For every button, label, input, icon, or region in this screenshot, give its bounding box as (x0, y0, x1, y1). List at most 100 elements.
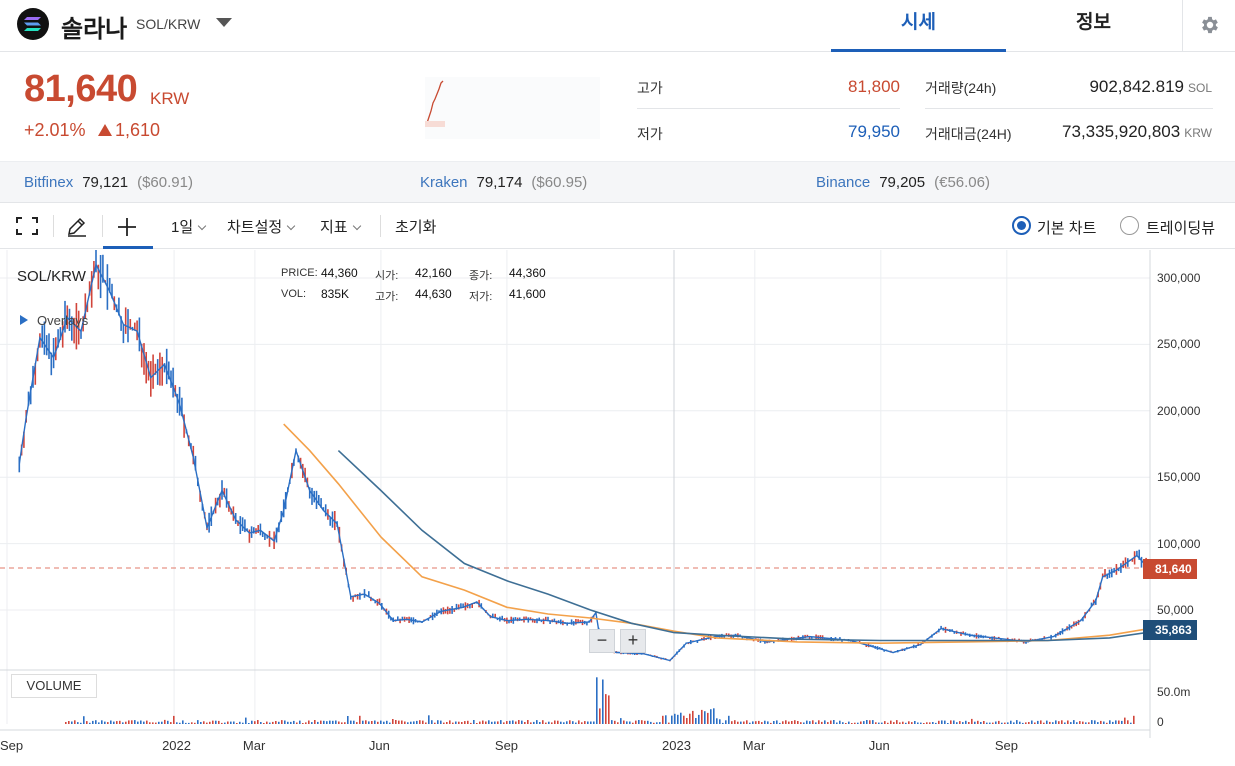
volume-bar (881, 722, 883, 724)
basic-chart-radio[interactable] (1012, 216, 1031, 235)
volume-bar (347, 716, 349, 724)
price-chart[interactable] (0, 250, 1235, 766)
volume-bar (911, 722, 913, 724)
exchange-kraken[interactable]: Kraken 79,174 ($60.95) (420, 174, 588, 191)
indicators-menu[interactable]: 지표 (320, 216, 361, 237)
volume-bar (161, 721, 163, 724)
volume-bar (722, 722, 724, 724)
y-tick-label: 250,000 (1157, 337, 1201, 352)
volume-bar (251, 720, 253, 724)
volume-bar (902, 721, 904, 724)
volume-bar (752, 721, 754, 724)
volume-bar (968, 722, 970, 724)
volume-bar (974, 721, 976, 724)
toolbar-divider (380, 215, 381, 237)
volume-bar (431, 720, 433, 724)
ma-line-orange (283, 423, 1173, 645)
volume-bar (734, 720, 736, 724)
volume-bar (788, 721, 790, 724)
volume-bar (416, 720, 418, 724)
volume-bar (248, 723, 250, 724)
volume-bar (695, 718, 697, 724)
volume-bar (179, 722, 181, 724)
fullscreen-button[interactable] (16, 203, 40, 249)
exchange-binance[interactable]: Binance 79,205 (€56.06) (816, 174, 990, 191)
settings-button[interactable] (1182, 0, 1235, 52)
exchange-bitfinex[interactable]: Bitfinex 79,121 ($60.91) (24, 174, 193, 191)
volume-bar (1052, 722, 1054, 724)
reset-button[interactable]: 초기화 (395, 219, 437, 236)
volume-bar (536, 720, 538, 724)
volume-bar (620, 718, 622, 724)
volume-bar (1121, 720, 1123, 724)
volume-bar (137, 721, 139, 724)
volume-bar (350, 720, 352, 724)
volume-bar (896, 720, 898, 724)
volume-bar (506, 721, 508, 724)
plot-background (0, 250, 1150, 738)
volume-label: VOLUME (11, 674, 97, 698)
volume-value: 902,842.819 SOL (1089, 77, 1212, 96)
volume-bar (512, 720, 514, 724)
price-unit: KRW (150, 89, 190, 108)
coin-dropdown-chevron-icon[interactable] (216, 18, 232, 27)
volume-bar (86, 721, 88, 724)
volume-bar (731, 721, 733, 724)
volume-bar (635, 720, 637, 724)
volume-bar (869, 720, 871, 724)
volume-bar (356, 722, 358, 724)
volume-bar (818, 720, 820, 724)
volume-bar (392, 719, 394, 724)
zoom-out-button[interactable]: − (589, 629, 615, 653)
y-tick-label: 150,000 (1157, 470, 1201, 485)
volume-bar (611, 720, 613, 724)
volume-bar (755, 721, 757, 724)
volume-bar (452, 722, 454, 724)
volume-bar (296, 722, 298, 724)
volume-bar (125, 721, 127, 724)
info-high-key: 고가: (375, 291, 399, 303)
volume-bar (74, 720, 76, 724)
volume-bar (632, 722, 634, 724)
volume-bar (410, 721, 412, 724)
zoom-in-button[interactable]: + (620, 629, 646, 653)
volume-bar (1016, 720, 1018, 724)
tradingview-label[interactable]: 트레이딩뷰 (1146, 220, 1216, 237)
interval-select[interactable]: 1일 (171, 216, 207, 237)
volume-bar (740, 721, 742, 724)
overlays-toggle[interactable]: Overlays (37, 313, 89, 328)
volume-bar (785, 720, 787, 724)
volume-bar (329, 720, 331, 724)
volume-bar (1100, 720, 1102, 724)
crosshair-icon (118, 218, 136, 236)
volume-bar (188, 722, 190, 724)
volume-bar (776, 720, 778, 724)
volume-bar (698, 714, 700, 724)
volume-bar (845, 723, 847, 724)
info-open-value: 42,160 (415, 266, 452, 280)
basic-chart-label[interactable]: 기본 차트 (1037, 220, 1097, 237)
volume-bar (497, 721, 499, 724)
volume-bar (386, 720, 388, 724)
volume-bar (626, 721, 628, 724)
chart-settings-menu[interactable]: 차트설정 (227, 216, 296, 237)
volume-bar (842, 722, 844, 724)
volume-bar (434, 722, 436, 724)
volume-bar (194, 722, 196, 724)
volume-bar (302, 723, 304, 724)
volume-bar (290, 721, 292, 724)
volume-bar (701, 709, 703, 724)
volume-bar (944, 720, 946, 724)
mini-sparkline (425, 77, 600, 139)
volume-bar (1133, 715, 1135, 724)
draw-button[interactable] (66, 203, 90, 249)
tab-info[interactable]: 정보 (1076, 12, 1111, 33)
pencil-icon (68, 217, 86, 237)
volume-bar (95, 720, 97, 724)
volume-bar (950, 720, 952, 724)
overlays-toggle-icon[interactable] (20, 315, 28, 325)
tradingview-radio[interactable] (1120, 216, 1139, 235)
crosshair-button[interactable] (116, 203, 140, 249)
tab-price[interactable]: 시세 (831, 0, 1006, 52)
price-line (18, 262, 1173, 662)
